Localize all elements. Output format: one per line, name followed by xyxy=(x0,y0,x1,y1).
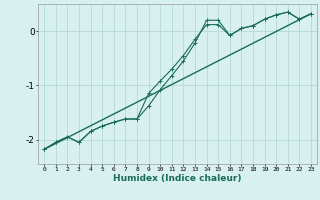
X-axis label: Humidex (Indice chaleur): Humidex (Indice chaleur) xyxy=(113,174,242,183)
